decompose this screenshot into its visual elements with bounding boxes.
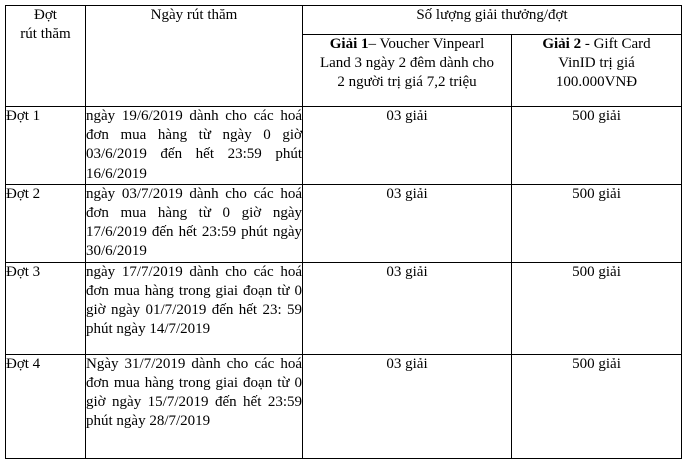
header-prize-2-line1-rest: - Gift Card <box>584 36 651 52</box>
cell-prize-2-count: 500 giải <box>511 106 682 185</box>
header-cell-prize-1: Giải 1– Voucher Vinpearl Land 3 ngày 2 đ… <box>302 34 512 107</box>
cell-prize-2-count: 500 giải <box>511 261 682 355</box>
cell-draw-round: Đợt 2 <box>5 183 86 263</box>
cell-prize-1-count: 03 giải <box>302 353 512 459</box>
table-row: Đợt 3 ngày 17/7/2019 dành cho các hoá đơ… <box>5 261 682 355</box>
header-prize-1-line2: Land 3 ngày 2 đêm dành cho <box>319 55 495 72</box>
table-row: Đợt 4 Ngày 31/7/2019 dành cho các hoá đơ… <box>5 353 682 459</box>
table-row: Đợt 1 ngày 19/6/2019 dành cho các hoá đơ… <box>5 106 682 185</box>
cell-draw-round: Đợt 3 <box>5 261 86 355</box>
table-body: Đợt 1 ngày 19/6/2019 dành cho các hoá đơ… <box>5 106 682 459</box>
cell-prize-1-count: 03 giải <box>302 106 512 185</box>
cell-prize-2-count: 500 giải <box>511 183 682 263</box>
cell-draw-date: ngày 03/7/2019 dành cho các hoá đơn mua … <box>85 183 303 263</box>
header-prize-1-lead: Giải 1 <box>329 36 369 52</box>
cell-prize-1-count: 03 giải <box>302 183 512 263</box>
cell-draw-date: ngày 17/7/2019 dành cho các hoá đơn mua … <box>85 261 303 355</box>
header-cell-draw-round: Đợt rút thăm <box>5 5 86 107</box>
header-prize-2-line2: VinID trị giá <box>558 55 635 72</box>
header-draw-round-line1: Đợt <box>34 7 57 23</box>
table-header: Đợt rút thăm Ngày rút thăm Số lượng giải… <box>5 5 682 107</box>
cell-draw-date: ngày 19/6/2019 dành cho các hoá đơn mua … <box>85 106 303 185</box>
header-prize-2-line3: 100.000VNĐ <box>555 74 638 91</box>
prize-schedule-table: Đợt rút thăm Ngày rút thăm Số lượng giải… <box>5 5 682 459</box>
header-cell-prize-group: Số lượng giải thưởng/đợt <box>302 5 682 35</box>
cell-prize-2-count: 500 giải <box>511 353 682 459</box>
table-row: Đợt 2 ngày 03/7/2019 dành cho các hoá đơ… <box>5 183 682 263</box>
header-prize-2-lead: Giải 2 <box>542 36 582 52</box>
header-cell-draw-date: Ngày rút thăm <box>85 5 303 107</box>
cell-draw-round: Đợt 1 <box>5 106 86 185</box>
header-cell-prize-2: Giải 2 - Gift Card VinID trị giá 100.000… <box>511 34 682 107</box>
table-header-row-top: Đợt rút thăm Ngày rút thăm Số lượng giải… <box>5 5 682 107</box>
header-prize-1-line3: 2 người trị giá 7,2 triệu <box>337 74 477 91</box>
header-draw-round-line2: rút thăm <box>20 26 71 43</box>
cell-draw-round: Đợt 4 <box>5 353 86 459</box>
cell-draw-date: Ngày 31/7/2019 dành cho các hoá đơn mua … <box>85 353 303 459</box>
cell-prize-1-count: 03 giải <box>302 261 512 355</box>
header-prize-1-line1-rest: – Voucher Vinpearl <box>368 36 485 52</box>
table-header-row-sub: Giải 1– Voucher Vinpearl Land 3 ngày 2 đ… <box>6 34 682 107</box>
